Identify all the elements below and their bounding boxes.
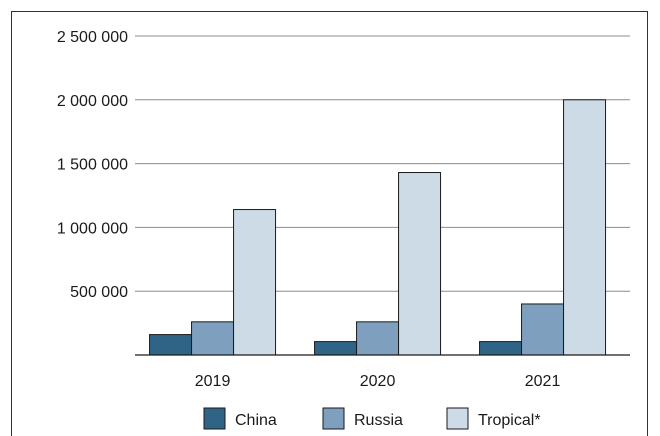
y-tick-label: 500 000 [70, 284, 128, 301]
grid-lines [135, 36, 630, 291]
y-tick-label: 1 000 000 [57, 220, 128, 237]
y-tick-label: 2 500 000 [57, 29, 128, 46]
bar-china-2021 [480, 342, 522, 355]
bar-russia-2019 [192, 322, 234, 355]
y-axis-ticks: 500 000 1 000 000 1 500 000 2 000 000 2 500 … [57, 29, 128, 301]
legend-label: China [235, 412, 277, 429]
legend-label: Tropical* [478, 412, 541, 429]
legend-swatch [447, 408, 468, 429]
legend: China Russia Tropical* [204, 408, 541, 429]
x-tick-label: 2020 [360, 373, 396, 390]
bar-russia-2020 [357, 322, 399, 355]
legend-swatch [323, 408, 344, 429]
bar-tropical-2019 [234, 210, 276, 355]
x-axis-ticks: 2019 2020 2021 [195, 373, 561, 390]
legend-swatch [204, 408, 225, 429]
bar-china-2020 [315, 342, 357, 355]
bar-tropical-2021 [564, 100, 606, 355]
y-tick-label: 2 000 000 [57, 93, 128, 110]
x-tick-label: 2021 [525, 373, 561, 390]
legend-label: Russia [354, 412, 403, 429]
bar-russia-2021 [522, 304, 564, 355]
bar-tropical-2020 [399, 173, 441, 355]
y-tick-label: 1 500 000 [57, 157, 128, 174]
x-tick-label: 2019 [195, 373, 231, 390]
bar-china-2019 [150, 335, 192, 355]
